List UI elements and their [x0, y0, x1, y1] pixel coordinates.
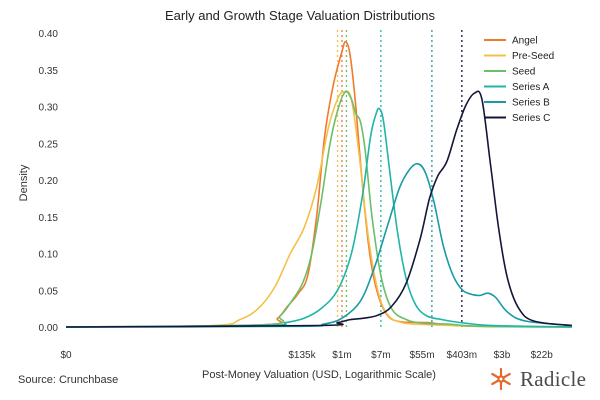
series-line-series-c	[65, 90, 573, 328]
x-tick-label: $403m	[447, 350, 478, 361]
y-tick-label: 0.35	[39, 66, 59, 77]
legend-label: Seed	[512, 67, 535, 78]
x-axis-label: Post-Money Valuation (USD, Logarithmic S…	[202, 369, 436, 381]
series-line-pre-seed	[65, 90, 573, 328]
x-tick-label: $55m	[410, 350, 435, 361]
x-tick-label: $7m	[371, 350, 390, 361]
median-lines	[336, 30, 463, 329]
y-axis: 0.00 0.05 0.10 0.15 0.20 0.25 0.30 0.35 0.40	[39, 29, 59, 334]
source-note: Source: Crunchbase	[18, 374, 119, 386]
chart-title: Early and Growth Stage Valuation Distrib…	[165, 8, 436, 23]
series-line-series-a	[65, 107, 573, 328]
y-tick-label: 0.10	[39, 250, 59, 261]
series-line-angel	[65, 40, 573, 328]
legend-label: Pre-Seed	[512, 51, 554, 62]
y-tick-label: 0.15	[39, 213, 59, 224]
legend: Angel Pre-Seed Seed Series A Series B Series …	[484, 36, 554, 124]
legend-label: Series C	[512, 113, 550, 124]
radicle-logo-icon	[491, 367, 511, 391]
series-line-series-b	[65, 162, 573, 328]
legend-label: Series B	[512, 98, 550, 109]
y-tick-label: 0.20	[39, 176, 59, 187]
y-tick-label: 0.40	[39, 29, 59, 40]
y-tick-label: 0.30	[39, 103, 59, 114]
y-tick-label: 0.25	[39, 139, 59, 150]
x-tick-label: $135k	[288, 350, 316, 361]
brand-name: Radicle	[520, 366, 587, 391]
x-tick-label: $22b	[531, 350, 554, 361]
series-line-seed	[65, 90, 573, 328]
brand-logo: Radicle	[488, 366, 586, 392]
y-tick-label: 0.05	[39, 286, 59, 297]
x-axis: $0 $135k $1m $7m $55m $403m $3b $22b	[60, 350, 553, 361]
legend-label: Series A	[512, 82, 550, 93]
legend-label: Angel	[512, 36, 538, 47]
x-tick-label: $1m	[332, 350, 351, 361]
y-tick-label: 0.00	[39, 323, 59, 334]
y-axis-label: Density	[18, 164, 30, 201]
density-curves	[65, 40, 573, 328]
x-tick-label: $0	[60, 350, 72, 361]
x-tick-label: $3b	[494, 350, 511, 361]
